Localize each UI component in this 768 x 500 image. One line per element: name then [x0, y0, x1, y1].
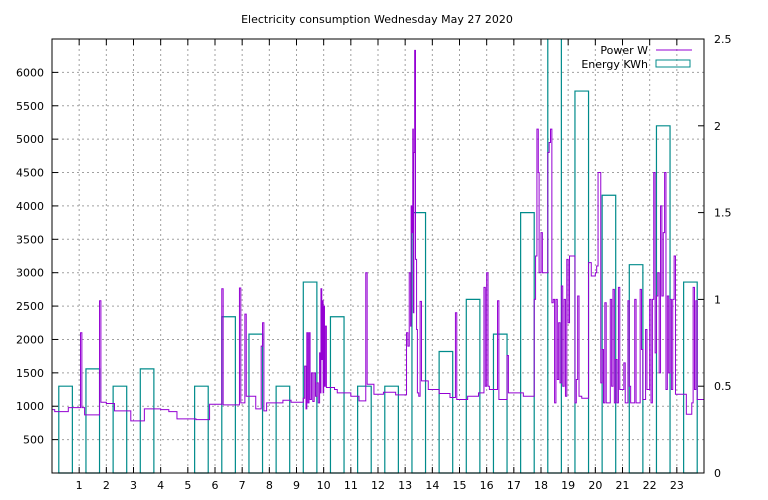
energy-bar	[520, 212, 535, 474]
x-tick-label: 1	[76, 479, 83, 492]
x-tick-label: 3	[130, 479, 137, 492]
x-tick-label: 4	[157, 479, 164, 492]
x-tick-label: 8	[266, 479, 273, 492]
energy-bar	[547, 39, 562, 474]
energy-bar	[601, 194, 617, 474]
legend-power-label: Power W	[600, 44, 648, 57]
x-tick-label: 5	[184, 479, 191, 492]
x-tick-label: 16	[480, 479, 494, 492]
y-left-tick-label: 5500	[16, 100, 44, 113]
legend-energy-label: Energy KWh	[581, 58, 648, 71]
y-left-tick-label: 3500	[16, 233, 44, 246]
x-tick-label: 2	[103, 479, 110, 492]
legend-energy-swatch	[655, 59, 691, 68]
energy-bar	[655, 125, 671, 474]
axes: 1 2 3 4 5 6 7 8 9 10 11 12 13 14 15 16 17 18 19 20 21 22 23500…	[16, 33, 732, 492]
power-line-group	[52, 49, 704, 422]
x-tick-label: 10	[317, 479, 331, 492]
x-tick-label: 15	[453, 479, 467, 492]
x-tick-label: 7	[239, 479, 246, 492]
energy-bar	[194, 385, 209, 474]
y-right-tick-label: 1	[714, 293, 721, 306]
chart-title: Electricity consumption Wednesday May 27…	[241, 13, 513, 26]
energy-bar	[329, 316, 345, 474]
x-tick-label: 12	[371, 479, 385, 492]
energy-bar	[438, 350, 454, 474]
y-left-tick-label: 1000	[16, 400, 44, 413]
energy-bar	[275, 385, 291, 474]
y-left-tick-label: 1500	[16, 367, 44, 380]
power-line	[52, 49, 704, 422]
x-tick-label: 9	[293, 479, 300, 492]
energy-bar	[384, 385, 399, 474]
y-left-tick-label: 2500	[16, 300, 44, 313]
energy-bar	[492, 333, 508, 474]
x-tick-label: 21	[616, 479, 630, 492]
x-tick-label: 23	[670, 479, 684, 492]
legend: Power W Energy KWh	[581, 44, 692, 71]
x-tick-label: 18	[534, 479, 548, 492]
energy-bar	[357, 385, 372, 474]
y-left-tick-label: 500	[23, 434, 44, 447]
y-right-tick-label: 1.5	[714, 207, 732, 220]
x-tick-label: 11	[344, 479, 358, 492]
y-left-tick-label: 2000	[16, 333, 44, 346]
x-tick-label: 20	[588, 479, 602, 492]
y-right-tick-label: 2.5	[714, 33, 732, 46]
energy-bar	[112, 385, 128, 474]
energy-bar	[85, 368, 101, 474]
x-tick-label: 6	[212, 479, 219, 492]
y-left-tick-label: 6000	[16, 66, 44, 79]
y-right-tick-label: 0.5	[714, 380, 732, 393]
energy-bar	[574, 90, 590, 474]
y-left-tick-label: 4000	[16, 200, 44, 213]
x-tick-label: 17	[507, 479, 521, 492]
energy-bar	[58, 385, 73, 474]
x-tick-label: 19	[561, 479, 575, 492]
y-left-tick-label: 5000	[16, 133, 44, 146]
y-right-tick-label: 2	[714, 120, 721, 133]
y-right-tick-label: 0	[714, 467, 721, 480]
y-left-tick-label: 3000	[16, 267, 44, 280]
x-tick-label: 13	[398, 479, 412, 492]
x-tick-label: 14	[425, 479, 439, 492]
grid	[52, 39, 704, 473]
energy-bar	[465, 298, 481, 474]
y-left-tick-label: 4500	[16, 167, 44, 180]
x-tick-label: 22	[643, 479, 657, 492]
energy-bar	[683, 281, 698, 474]
energy-bar	[221, 316, 236, 474]
